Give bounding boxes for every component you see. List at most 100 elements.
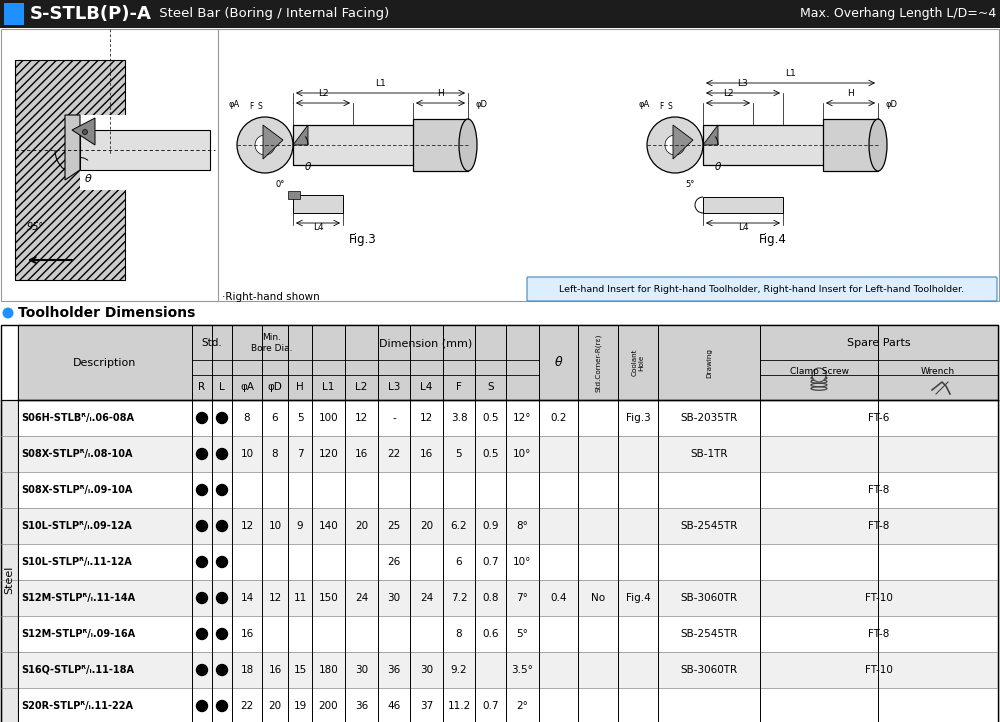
Text: φD: φD [268,383,282,393]
Text: ·Right-hand shown: ·Right-hand shown [222,292,320,302]
Text: 6.2: 6.2 [451,521,467,531]
Bar [80,130,210,170]
Text: 9.2: 9.2 [451,665,467,675]
Bar [288,191,300,199]
Text: No: No [591,593,605,603]
Bar [18,544,998,580]
Text: Std.: Std. [202,338,222,348]
Polygon shape [293,125,308,145]
Bar [293,195,343,213]
Text: 6: 6 [456,557,462,567]
Text: 9: 9 [297,521,303,531]
Bar [18,472,998,508]
Text: L: L [219,383,225,393]
Circle shape [216,664,228,676]
Text: Min.
Bore Dia.: Min. Bore Dia. [251,334,293,353]
Text: 10: 10 [268,521,282,531]
Text: 95°: 95° [26,222,44,232]
Text: 16: 16 [268,665,282,675]
Bar [293,125,448,165]
Circle shape [216,484,228,495]
Circle shape [216,593,228,604]
Text: 20: 20 [355,521,368,531]
Text: 7: 7 [297,449,303,459]
Text: 0.7: 0.7 [482,557,499,567]
Circle shape [196,557,208,567]
Text: Fig.3: Fig.3 [626,413,650,423]
Bar [18,325,998,400]
Text: L2: L2 [355,383,368,393]
Text: S12M-STLPᴿ/ₗ.11-14A: S12M-STLPᴿ/ₗ.11-14A [21,593,135,603]
Text: SB-2545TR: SB-2545TR [680,521,738,531]
Bar [18,580,998,616]
Text: L4: L4 [420,383,433,393]
Text: 16: 16 [355,449,368,459]
Text: 3.5°: 3.5° [512,665,533,675]
Circle shape [812,368,826,382]
Polygon shape [673,125,693,159]
Text: L2: L2 [723,89,733,98]
Polygon shape [72,118,95,145]
Text: 16: 16 [420,449,433,459]
Circle shape [196,664,208,676]
Circle shape [216,628,228,640]
Text: 0.2: 0.2 [550,413,567,423]
Bar [4,3,24,25]
Circle shape [237,117,293,173]
Circle shape [216,448,228,459]
Text: 37: 37 [420,701,433,711]
Bar [18,616,998,652]
Text: 15: 15 [293,665,307,675]
Text: 30: 30 [387,593,401,603]
Text: 25: 25 [387,521,401,531]
Ellipse shape [869,119,887,171]
Text: FT-8: FT-8 [868,521,890,531]
Text: 24: 24 [420,593,433,603]
Text: 0.8: 0.8 [482,593,499,603]
Text: 0.4: 0.4 [550,593,567,603]
Text: φD: φD [476,100,488,109]
FancyBboxPatch shape [527,277,997,301]
Polygon shape [65,115,80,180]
Text: Coolant
Hole: Coolant Hole [632,349,644,376]
Text: SB-1TR: SB-1TR [690,449,728,459]
Text: Fig.4: Fig.4 [759,233,787,246]
Bar [80,115,215,190]
Bar [823,119,878,171]
Text: FT-6: FT-6 [868,413,890,423]
Text: 36: 36 [387,665,401,675]
Text: FT-10: FT-10 [865,593,893,603]
Circle shape [647,117,703,173]
Text: 5°: 5° [686,180,695,189]
Text: F: F [249,102,253,111]
Circle shape [196,448,208,459]
Circle shape [196,484,208,495]
Text: Steel: Steel [4,566,14,594]
Text: 8: 8 [272,449,278,459]
Text: FT-8: FT-8 [868,629,890,639]
Text: S06H-STLBᴿ/ₗ.06-08A: S06H-STLBᴿ/ₗ.06-08A [21,413,134,423]
Text: 12°: 12° [513,413,532,423]
Text: L1: L1 [322,383,335,393]
Text: 0°: 0° [276,180,285,189]
Circle shape [196,700,208,711]
Bar [15,60,125,280]
Text: Fig.4: Fig.4 [626,593,650,603]
Text: 20: 20 [268,701,282,711]
Text: 7°: 7° [517,593,528,603]
Text: 8°: 8° [517,521,528,531]
Text: Max. Overhang Length L/D=~4: Max. Overhang Length L/D=~4 [800,7,996,20]
Text: S10L-STLPᴿ/ₗ.09-12A: S10L-STLPᴿ/ₗ.09-12A [21,521,132,531]
Text: S: S [258,102,262,111]
Circle shape [255,135,275,155]
Text: 180: 180 [319,665,338,675]
Text: 0.9: 0.9 [482,521,499,531]
Text: Dimension (mm): Dimension (mm) [379,338,472,348]
Bar [1,325,998,722]
Text: 14: 14 [240,593,254,603]
Text: 5: 5 [456,449,462,459]
Text: 11.2: 11.2 [447,701,471,711]
Text: 100: 100 [319,413,338,423]
Circle shape [196,593,208,604]
Text: Toolholder Dimensions: Toolholder Dimensions [18,306,195,320]
